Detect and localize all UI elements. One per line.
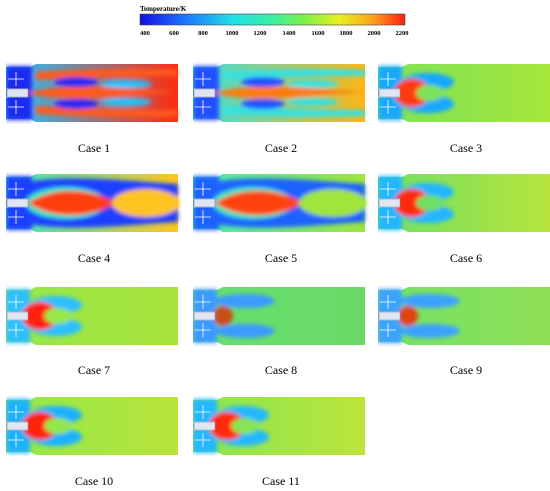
contour-panel — [193, 285, 369, 347]
colorbar-tick: 1400 — [282, 30, 296, 37]
temperature-colorbar: Temperature/K 400 600 800 1000 1200 1400… — [0, 0, 550, 40]
colorbar-tick: 1800 — [339, 30, 353, 37]
contour-panel — [378, 62, 550, 124]
case-label: Case 8 — [264, 363, 298, 377]
temperature-contours — [6, 66, 178, 120]
temperature-contours — [193, 66, 365, 120]
contour-field — [6, 64, 178, 122]
temperature-contours — [6, 176, 180, 230]
contour-panel — [193, 62, 369, 124]
contour-field — [193, 174, 367, 232]
case-label: Case 2 — [264, 141, 298, 155]
colorbar-gradient — [139, 13, 406, 26]
case-label: Case 9 — [449, 363, 483, 377]
case-label: Case 6 — [449, 251, 483, 265]
colorbar-tick: 2000 — [367, 30, 381, 37]
colorbar-tick: 800 — [198, 30, 208, 37]
case-label: Case 3 — [449, 141, 483, 155]
contour-field — [193, 287, 365, 345]
contour-panel — [378, 285, 550, 347]
contour-field — [193, 64, 365, 122]
contour-field — [6, 397, 178, 455]
contour-field — [193, 397, 365, 455]
colorbar-title: Temperature/K — [140, 5, 187, 13]
colorbar-tick: 2200 — [395, 30, 409, 37]
colorbar-tick: 1600 — [311, 30, 325, 37]
contour-panel — [6, 285, 182, 347]
case-label: Case 11 — [262, 474, 300, 488]
colorbar-tick: 1200 — [253, 30, 267, 37]
contour-panel — [193, 172, 369, 234]
contour-panel — [6, 172, 182, 234]
case-label: Case 4 — [77, 251, 111, 265]
contour-panel — [378, 172, 550, 234]
contour-field — [6, 174, 180, 232]
colorbar-tick: 400 — [140, 30, 150, 37]
contour-field — [378, 287, 550, 345]
contour-panel — [193, 395, 369, 457]
colorbar-tick: 600 — [169, 30, 179, 37]
temperature-contours — [193, 176, 367, 230]
contour-panel — [6, 395, 182, 457]
case-label: Case 7 — [77, 363, 111, 377]
contour-field — [6, 287, 178, 345]
case-label: Case 1 — [77, 141, 111, 155]
contour-panel — [6, 62, 182, 124]
case-label: Case 10 — [74, 474, 114, 488]
contour-field — [378, 64, 550, 122]
case-label: Case 5 — [264, 251, 298, 265]
contour-field — [378, 174, 550, 232]
colorbar-tick: 1000 — [225, 30, 239, 37]
